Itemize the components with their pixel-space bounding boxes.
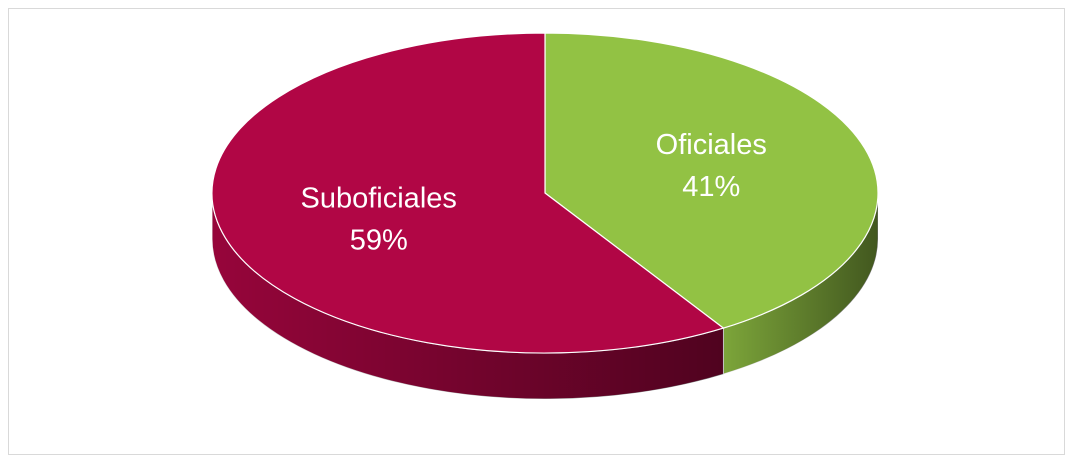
value-label: 59% bbox=[350, 224, 408, 256]
slice-side-shade bbox=[212, 193, 724, 400]
slice bbox=[211, 32, 725, 354]
slice-label: Oficiales bbox=[656, 129, 767, 161]
slice-label: Suboficiales bbox=[301, 182, 457, 214]
slice bbox=[544, 32, 879, 329]
value-label: 41% bbox=[682, 171, 740, 203]
slice-side-shade bbox=[723, 193, 878, 375]
